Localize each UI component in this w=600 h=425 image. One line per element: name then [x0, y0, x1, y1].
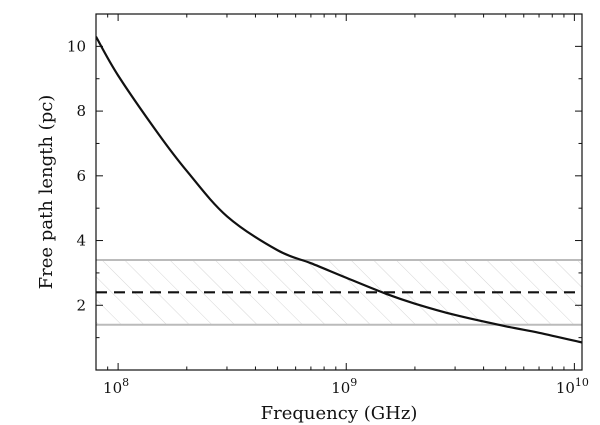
y-tick-label: 2	[76, 296, 86, 314]
x-axis-label: Frequency (GHz)	[261, 403, 418, 424]
y-tick-label: 10	[67, 37, 86, 55]
y-tick-label: 8	[76, 102, 86, 120]
x-tick-label: 109	[331, 376, 357, 397]
plot-frame	[95, 13, 583, 371]
x-tick-label: 108	[103, 376, 129, 397]
y-tick-label: 6	[76, 167, 86, 185]
y-tick-label: 4	[76, 232, 86, 250]
y-axis-label: Free path length (pc)	[36, 95, 57, 290]
x-tick-label: 1010	[556, 376, 589, 397]
series-line-0	[96, 36, 582, 344]
